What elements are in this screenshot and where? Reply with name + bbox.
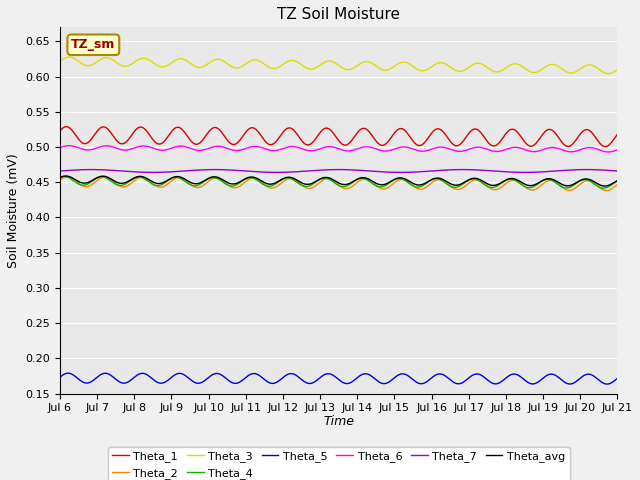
Theta_avg — [305, 181, 312, 187]
Theta_avg — [61, 173, 69, 179]
Theta_6 — [614, 147, 621, 153]
Theta_6 — [122, 147, 130, 153]
Theta_1 — [293, 131, 301, 137]
Theta_7 — [374, 168, 382, 174]
Theta_5 — [100, 371, 108, 376]
Theta_3 — [604, 71, 612, 76]
Theta_6 — [305, 148, 312, 154]
Theta_4 — [315, 177, 323, 183]
Line: Theta_3: Theta_3 — [60, 57, 618, 73]
Theta_6 — [374, 147, 381, 153]
Theta_7 — [56, 168, 64, 174]
Theta_5 — [56, 374, 64, 380]
Theta_avg — [374, 181, 381, 187]
Theta_1 — [602, 144, 609, 149]
Line: Theta_4: Theta_4 — [60, 177, 618, 188]
Line: Theta_1: Theta_1 — [60, 127, 618, 146]
Theta_6 — [293, 144, 301, 150]
Theta_1 — [122, 139, 130, 145]
Theta_2 — [122, 183, 130, 189]
Theta_avg — [614, 178, 621, 183]
Theta_3 — [293, 59, 301, 65]
Theta_7 — [305, 168, 312, 174]
Theta_2 — [602, 188, 610, 193]
Theta_7 — [122, 168, 130, 174]
Theta_1 — [614, 132, 621, 137]
Theta_5 — [293, 373, 301, 379]
Theta_avg — [122, 180, 130, 185]
Theta_1 — [63, 124, 70, 130]
Theta_avg — [56, 175, 64, 180]
Theta_4 — [100, 174, 108, 180]
Theta_1 — [56, 128, 64, 134]
Legend: Theta_1, Theta_2, Theta_3, Theta_4, Theta_5, Theta_6, Theta_7, Theta_avg: Theta_1, Theta_2, Theta_3, Theta_4, Thet… — [108, 447, 570, 480]
Line: Theta_avg: Theta_avg — [60, 176, 618, 186]
Theta_2 — [614, 181, 621, 187]
Line: Theta_5: Theta_5 — [60, 373, 618, 384]
Theta_avg — [601, 183, 609, 189]
Theta_avg — [315, 177, 323, 183]
Theta_5 — [64, 370, 72, 376]
Y-axis label: Soil Moisture (mV): Soil Moisture (mV) — [7, 153, 20, 268]
Theta_4 — [614, 178, 621, 184]
Theta_6 — [65, 143, 73, 148]
Theta_6 — [604, 149, 612, 155]
Text: TZ_sm: TZ_sm — [71, 38, 115, 51]
Theta_4 — [122, 180, 130, 186]
Theta_2 — [293, 178, 301, 184]
Theta_7 — [315, 168, 323, 173]
Theta_7 — [293, 169, 301, 175]
Theta_5 — [614, 375, 621, 381]
Theta_4 — [374, 183, 381, 189]
Theta_5 — [305, 381, 312, 386]
Theta_6 — [315, 146, 323, 152]
Theta_4 — [600, 185, 607, 191]
Theta_3 — [374, 64, 381, 70]
Theta_6 — [56, 145, 64, 151]
Theta_3 — [56, 58, 64, 64]
Theta_7 — [614, 168, 621, 174]
Theta_avg — [293, 177, 301, 183]
Theta_2 — [56, 177, 64, 183]
Theta_4 — [305, 183, 312, 189]
Theta_2 — [315, 180, 323, 186]
Theta_3 — [100, 55, 108, 61]
Theta_5 — [604, 381, 611, 387]
Theta_3 — [305, 66, 312, 72]
Theta_3 — [614, 67, 621, 72]
Theta_2 — [100, 174, 108, 180]
Theta_3 — [122, 63, 130, 69]
Theta_2 — [63, 174, 71, 180]
Theta_2 — [374, 184, 381, 190]
Theta_5 — [374, 378, 381, 384]
Theta_6 — [100, 143, 108, 149]
Theta_avg — [100, 173, 108, 179]
Theta_5 — [315, 376, 323, 382]
Theta_1 — [315, 132, 323, 138]
Theta_1 — [374, 140, 381, 146]
Theta_7 — [100, 167, 108, 173]
Title: TZ Soil Moisture: TZ Soil Moisture — [277, 7, 400, 22]
Line: Theta_7: Theta_7 — [60, 169, 618, 172]
Theta_7 — [273, 169, 281, 175]
Theta_3 — [65, 54, 73, 60]
Theta_4 — [56, 175, 64, 180]
Theta_1 — [100, 124, 108, 130]
Theta_7 — [87, 167, 95, 172]
Theta_4 — [61, 174, 68, 180]
X-axis label: Time: Time — [323, 415, 354, 428]
Theta_5 — [122, 380, 130, 385]
Theta_3 — [315, 63, 323, 69]
Line: Theta_2: Theta_2 — [60, 177, 618, 191]
Line: Theta_6: Theta_6 — [60, 145, 618, 152]
Theta_1 — [305, 142, 312, 148]
Theta_4 — [293, 180, 301, 185]
Theta_2 — [305, 185, 312, 191]
